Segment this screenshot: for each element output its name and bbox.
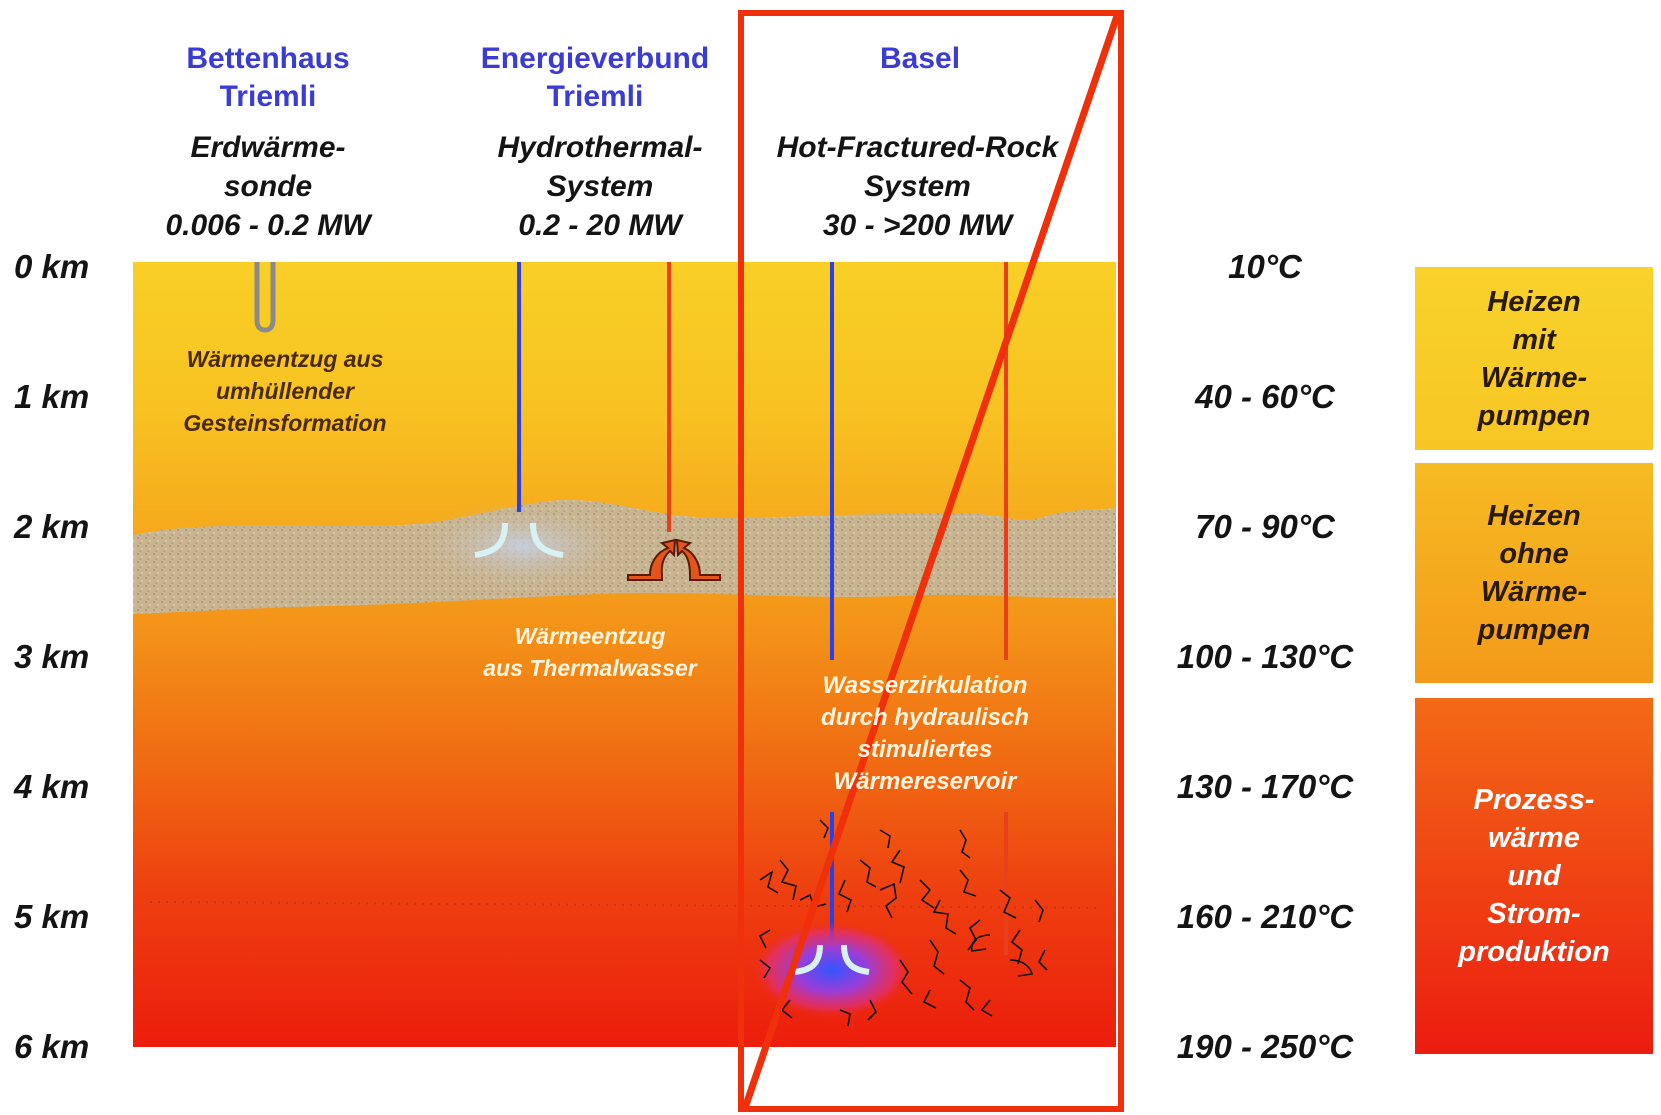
temperature-label-5: 160 - 210°C [1176, 898, 1354, 935]
hydro-inflow-arrow-2 [675, 538, 721, 581]
depth-label-3: 3 km [14, 638, 90, 675]
use-box-2-bg [1415, 463, 1653, 683]
reservoir-arrows [794, 944, 870, 975]
use-box-3-bg [1415, 698, 1653, 1054]
use-box-1-bg [1415, 267, 1653, 450]
column-2-system: Hydrothermal- System 0.2 - 20 MW [497, 131, 703, 242]
hfr-annotation: Wasserzirkulation durch hydraulisch stim… [820, 672, 1030, 795]
reservoir-glow [752, 922, 912, 1018]
depth-label-2: 2 km [14, 508, 90, 545]
column-3-system: Hot-Fractured-Rock System 30 - >200 MW [776, 131, 1059, 242]
thermal-annotation: Wärmeentzug aus Thermalwasser [483, 623, 697, 681]
use-box-2: Heizen ohne Wärme- pumpen [1415, 463, 1653, 683]
temperature-label-3: 100 - 130°C [1176, 638, 1354, 675]
basel-highlight-box [738, 10, 1124, 1112]
depth-label-6: 6 km [14, 1028, 90, 1065]
fracture-network [758, 819, 1048, 1027]
column-1-site: Bettenhaus Triemli [186, 42, 350, 113]
earth-block [133, 262, 1116, 1047]
depth-label-1: 1 km [14, 378, 90, 415]
use-box-3-label: Prozess- wärme und Strom- produktion [1458, 784, 1610, 968]
column-3-site: Basel [879, 42, 961, 75]
use-box-2-label: Heizen ohne Wärme- pumpen [1477, 500, 1591, 646]
temperature-label-4: 130 - 170°C [1176, 768, 1354, 805]
use-box-3: Prozess- wärme und Strom- produktion [1415, 698, 1653, 1054]
probe-annotation: Wärmeentzug aus umhüllender Gesteinsform… [183, 346, 387, 436]
depth-label-5: 5 km [14, 898, 90, 935]
temperature-label-0: 10°C [1228, 248, 1302, 285]
temperature-label-1: 40 - 60°C [1195, 378, 1335, 415]
column-1-system: Erdwärme- sonde 0.006 - 0.2 MW [165, 131, 371, 242]
earth-probe [254, 262, 276, 333]
aquifer-halo [413, 501, 633, 591]
temperature-label-2: 70 - 90°C [1195, 508, 1335, 545]
depth-label-4: 4 km [14, 768, 90, 805]
use-box-1: Heizen mit Wärme- pumpen [1415, 267, 1653, 450]
use-box-1-label: Heizen mit Wärme- pumpen [1477, 285, 1591, 432]
hydro-outflow-arrows [474, 522, 564, 558]
column-2-site: Energieverbund Triemli [480, 42, 710, 113]
depth-label-0: 0 km [14, 248, 90, 285]
hydro-inflow-arrow-1 [627, 538, 677, 581]
basel-strike-line [741, 14, 1121, 1110]
temperature-label-6: 190 - 250°C [1176, 1028, 1354, 1065]
